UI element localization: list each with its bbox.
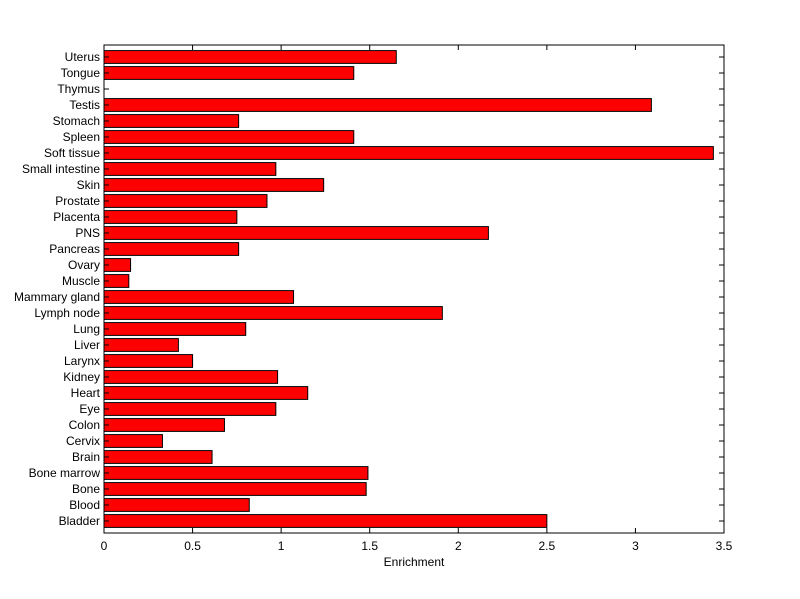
bar-stomach	[103, 114, 240, 128]
bar-lung	[103, 322, 247, 336]
category-label: Thymus	[57, 82, 100, 96]
category-label: Kidney	[63, 370, 100, 384]
category-label: Soft tissue	[44, 146, 100, 160]
category-label: Stomach	[53, 114, 100, 128]
x-tick-label: 3	[632, 539, 639, 553]
category-label: Testis	[69, 98, 100, 112]
category-label: Mammary gland	[14, 290, 100, 304]
category-label: Heart	[71, 386, 101, 400]
category-label: Bladder	[59, 514, 100, 528]
bar-soft-tissue	[103, 146, 714, 160]
bar-brain	[103, 450, 213, 464]
category-label: Ovary	[68, 258, 100, 272]
category-label: Prostate	[55, 194, 100, 208]
x-tick-label: 3.5	[716, 539, 733, 553]
bar-pancreas	[103, 242, 240, 256]
bar-bone-marrow	[103, 466, 369, 480]
bar-liver	[103, 338, 179, 352]
plot-frame	[103, 44, 725, 534]
x-axis-label: Enrichment	[384, 555, 445, 569]
bar-heart	[103, 386, 309, 400]
bar-larynx	[103, 354, 194, 368]
category-label: Skin	[77, 178, 100, 192]
category-label: Lymph node	[34, 306, 100, 320]
bar-kidney	[103, 370, 279, 384]
category-label: Placenta	[53, 210, 100, 224]
bar-cervix	[103, 434, 163, 448]
x-tick-labels-group: 0 0.5 1 1.5 2 2.5 3 3.5	[101, 539, 733, 553]
bar-placenta	[103, 210, 238, 224]
bar-blood	[103, 498, 250, 512]
bar-bone	[103, 482, 367, 496]
x-tick-label: 2.5	[539, 539, 556, 553]
bar-spleen	[103, 130, 355, 144]
bar-eye	[103, 402, 277, 416]
category-label: Pancreas	[49, 242, 100, 256]
x-tick-label: 0.5	[184, 539, 201, 553]
category-label: Bone	[72, 482, 100, 496]
bar-skin	[103, 178, 325, 192]
bar-bladder	[103, 514, 548, 528]
category-label: Lung	[73, 322, 100, 336]
bar-testis	[103, 98, 652, 112]
bar-pns	[103, 226, 489, 240]
category-label: Liver	[74, 338, 100, 352]
bar-colon	[103, 418, 225, 432]
category-label: Spleen	[63, 130, 100, 144]
category-label: Small intestine	[22, 162, 100, 176]
category-label: Blood	[69, 498, 100, 512]
category-label: Cervix	[66, 434, 100, 448]
category-label: Tongue	[61, 66, 101, 80]
bar-lymph-node	[103, 306, 443, 320]
bar-uterus	[103, 50, 397, 64]
category-label: Larynx	[64, 354, 100, 368]
x-tick-label: 1.5	[361, 539, 378, 553]
category-label: Brain	[72, 450, 100, 464]
x-tick-label: 0	[101, 539, 108, 553]
category-label: Uterus	[65, 50, 100, 64]
category-labels-group: Uterus Tongue Thymus Testis Stomach Spleen Sof…	[14, 50, 101, 528]
bar-small-intestine	[103, 162, 277, 176]
category-label: Eye	[79, 402, 100, 416]
x-tick-label: 1	[278, 539, 285, 553]
bar-tongue	[103, 66, 355, 80]
category-label: Colon	[69, 418, 100, 432]
category-label: Muscle	[62, 274, 100, 288]
category-label: Bone marrow	[29, 466, 101, 480]
bar-mammary-gland	[103, 290, 295, 304]
category-label: PNS	[75, 226, 100, 240]
ticks-group	[103, 45, 725, 533]
x-tick-label: 2	[455, 539, 462, 553]
bar-prostate	[103, 194, 268, 208]
